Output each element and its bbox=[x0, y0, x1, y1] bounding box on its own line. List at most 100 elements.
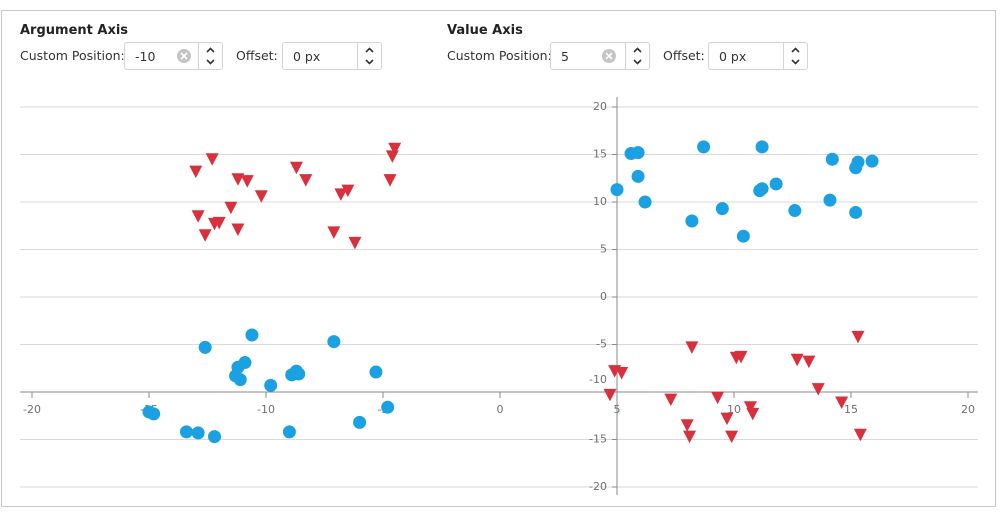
point bbox=[353, 415, 367, 429]
point bbox=[711, 391, 725, 405]
point bbox=[334, 188, 348, 201]
point bbox=[327, 226, 341, 239]
point bbox=[769, 177, 783, 191]
point bbox=[638, 195, 652, 209]
point bbox=[865, 154, 879, 168]
point bbox=[664, 393, 678, 407]
point bbox=[853, 428, 867, 442]
point bbox=[685, 341, 699, 354]
point bbox=[383, 174, 397, 187]
y-tick-label: 20 bbox=[593, 100, 607, 113]
point bbox=[208, 430, 222, 444]
point bbox=[381, 400, 395, 414]
point bbox=[680, 419, 694, 432]
point bbox=[697, 140, 711, 154]
panel bbox=[1, 10, 996, 507]
number-box[interactable]: 5 bbox=[550, 42, 650, 70]
point bbox=[245, 328, 259, 342]
point bbox=[755, 182, 769, 196]
point bbox=[603, 388, 617, 402]
point bbox=[851, 330, 865, 344]
input-value[interactable]: 0 px bbox=[719, 49, 747, 64]
point bbox=[683, 430, 697, 444]
point bbox=[198, 340, 212, 354]
point bbox=[388, 142, 402, 156]
spin-buttons[interactable] bbox=[625, 43, 649, 69]
point bbox=[191, 426, 205, 440]
point bbox=[289, 161, 303, 175]
point bbox=[631, 169, 645, 183]
point bbox=[835, 396, 849, 409]
spin-buttons[interactable] bbox=[357, 43, 381, 69]
point bbox=[825, 152, 839, 166]
y-tick-label: 15 bbox=[593, 148, 607, 161]
clear-button[interactable] bbox=[177, 49, 191, 63]
number-box[interactable]: 0 px bbox=[708, 42, 808, 70]
group-title: Value Axis bbox=[447, 23, 523, 38]
point bbox=[615, 367, 629, 380]
spin-buttons[interactable] bbox=[783, 43, 807, 69]
point bbox=[341, 184, 355, 198]
point bbox=[685, 214, 699, 228]
label: Custom Position: bbox=[20, 48, 125, 63]
point bbox=[746, 407, 760, 421]
point bbox=[736, 229, 750, 243]
label: Offset: bbox=[663, 48, 705, 63]
point bbox=[191, 210, 205, 223]
y-tick-label: -20 bbox=[589, 480, 607, 493]
point bbox=[790, 353, 804, 367]
point bbox=[811, 383, 825, 396]
point bbox=[198, 229, 212, 242]
x-tick-label: 20 bbox=[961, 403, 975, 416]
point bbox=[823, 193, 837, 207]
input-value[interactable]: -10 bbox=[135, 49, 156, 64]
y-tick-label: -10 bbox=[589, 373, 607, 386]
number-box[interactable]: -10 bbox=[124, 42, 223, 70]
y-tick-label: 5 bbox=[600, 243, 607, 256]
point bbox=[348, 236, 362, 250]
x-tick-label: 5 bbox=[614, 403, 621, 416]
clear-button[interactable] bbox=[602, 49, 616, 63]
point bbox=[299, 174, 313, 187]
point bbox=[734, 350, 748, 364]
point bbox=[254, 190, 268, 203]
input-value[interactable]: 5 bbox=[561, 49, 569, 64]
group-title: Argument Axis bbox=[20, 23, 129, 38]
point bbox=[743, 401, 757, 414]
point bbox=[212, 216, 226, 230]
point bbox=[231, 223, 245, 237]
spin-buttons[interactable] bbox=[198, 43, 222, 69]
point bbox=[179, 425, 193, 439]
y-tick-label: 0 bbox=[600, 290, 607, 303]
point bbox=[369, 365, 383, 379]
point bbox=[327, 335, 341, 349]
point bbox=[292, 367, 306, 381]
point bbox=[788, 204, 802, 218]
point bbox=[240, 175, 254, 188]
point bbox=[205, 153, 219, 166]
point bbox=[264, 378, 278, 392]
y-tick-label: -5 bbox=[596, 338, 607, 351]
point bbox=[282, 425, 296, 439]
point bbox=[233, 373, 247, 387]
point bbox=[802, 355, 816, 369]
point bbox=[725, 430, 739, 444]
input-value[interactable]: 0 px bbox=[293, 49, 321, 64]
point bbox=[720, 412, 734, 426]
point bbox=[755, 140, 769, 154]
point bbox=[385, 150, 399, 163]
label: Offset: bbox=[236, 48, 278, 63]
number-box[interactable]: 0 px bbox=[282, 42, 382, 70]
label: Custom Position: bbox=[447, 48, 552, 63]
x-tick-label: 15 bbox=[844, 403, 858, 416]
point bbox=[631, 146, 645, 160]
point bbox=[147, 407, 161, 421]
point bbox=[189, 165, 203, 179]
point bbox=[715, 202, 729, 216]
y-tick-label: 10 bbox=[593, 195, 607, 208]
point bbox=[851, 155, 865, 169]
y-tick-label: -15 bbox=[589, 433, 607, 446]
x-tick-label: 0 bbox=[497, 403, 504, 416]
